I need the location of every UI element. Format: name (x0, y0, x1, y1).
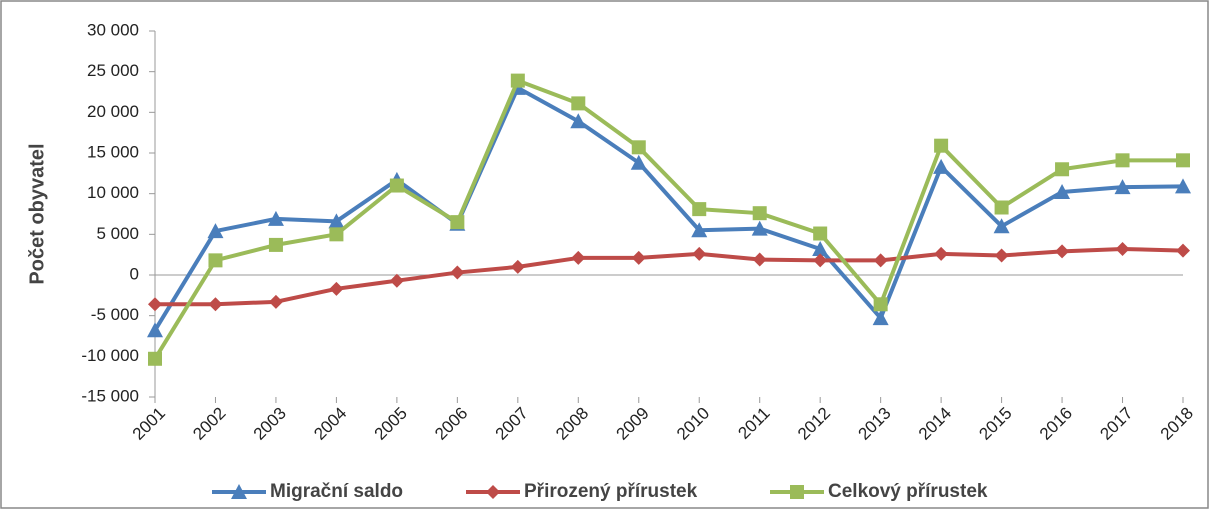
series-line (155, 246, 1184, 307)
marker (389, 273, 404, 288)
legend-marker (790, 485, 804, 499)
marker (450, 265, 465, 280)
marker (691, 222, 708, 238)
series-line (153, 78, 1183, 360)
marker (1175, 178, 1191, 194)
legend-label: Celkový přírustek (828, 481, 988, 502)
marker (450, 215, 465, 230)
marker (934, 138, 949, 153)
y-tick-label: 10 000 (87, 183, 139, 202)
marker (1055, 244, 1070, 259)
marker (813, 226, 828, 241)
marker (812, 240, 829, 256)
marker (631, 250, 646, 265)
marker (873, 297, 888, 312)
marker (510, 259, 525, 274)
marker (329, 227, 344, 242)
marker (692, 202, 707, 217)
y-tick-label: 30 000 (87, 20, 139, 39)
marker (813, 253, 828, 268)
marker (993, 218, 1010, 234)
legend-marker (486, 485, 500, 499)
marker (873, 253, 888, 268)
marker (571, 250, 586, 265)
marker (631, 140, 646, 155)
y-tick-label: -15 000 (81, 386, 139, 405)
marker (752, 206, 767, 221)
marker (752, 252, 767, 267)
marker (872, 310, 889, 326)
y-tick-label: 0 (130, 264, 139, 283)
marker (268, 294, 283, 309)
y-tick-label: 25 000 (87, 61, 139, 80)
marker (147, 322, 163, 338)
marker (751, 220, 768, 236)
y-tick-label: 20 000 (87, 102, 139, 121)
marker (389, 178, 404, 193)
marker (994, 200, 1009, 215)
marker (1115, 241, 1130, 256)
marker (692, 246, 707, 261)
legend-marker (231, 484, 247, 499)
marker (329, 281, 344, 296)
marker (1055, 162, 1070, 177)
y-tick-label: 5 000 (96, 224, 139, 243)
marker (208, 253, 223, 268)
marker (571, 96, 586, 111)
marker (630, 154, 647, 170)
legend-label: Migrační saldo (270, 481, 403, 502)
marker (148, 351, 162, 366)
marker (208, 297, 223, 312)
marker (1176, 243, 1190, 258)
marker (510, 73, 525, 88)
y-tick-label: -5 000 (91, 305, 139, 324)
marker (1054, 184, 1071, 200)
y-tick-label: -10 000 (81, 346, 139, 365)
marker (933, 158, 950, 174)
marker (994, 248, 1009, 263)
marker (570, 113, 587, 129)
marker (268, 237, 283, 252)
marker (1176, 153, 1190, 168)
marker (267, 210, 284, 226)
marker (207, 223, 224, 239)
y-axis-title: Počet obyvatel (26, 143, 48, 284)
marker (1114, 179, 1131, 195)
marker (1115, 153, 1130, 168)
series-line (153, 85, 1184, 332)
marker (934, 246, 949, 261)
y-tick-label: 15 000 (87, 142, 139, 161)
marker (328, 213, 345, 229)
legend-label: Přirozený přírustek (524, 481, 698, 502)
marker (148, 297, 162, 312)
